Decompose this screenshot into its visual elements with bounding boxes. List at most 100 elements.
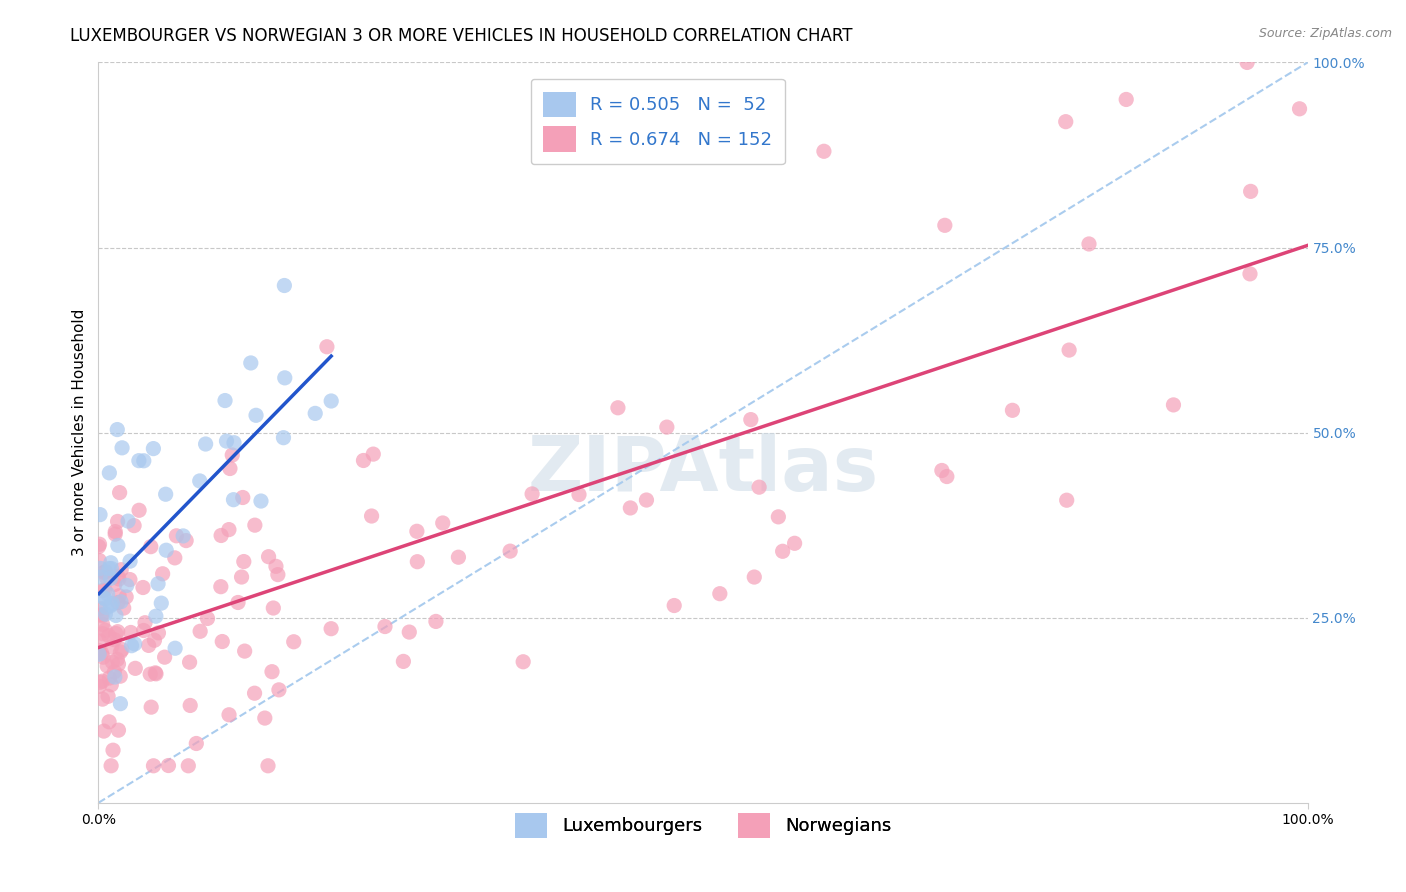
Point [243, 518, 266, 533]
Text: ZIPAtlas: ZIPAtlas [527, 433, 879, 507]
Point [110, 563, 132, 577]
Point [768, 509, 790, 524]
Point [115, 578, 138, 592]
Point [104, 577, 127, 591]
Point [110, 669, 132, 683]
Point [153, 650, 176, 665]
Point [128, 453, 150, 467]
Point [96, 659, 118, 673]
Point [96, 600, 118, 615]
Point [87, 540, 110, 554]
Point [108, 572, 131, 586]
Point [108, 589, 131, 603]
Point [94, 591, 117, 606]
Point [321, 622, 343, 636]
Point [112, 601, 135, 615]
Point [97, 629, 120, 643]
Text: LUXEMBOURGER VS NORWEGIAN 3 OR MORE VEHICLES IN HOUSEHOLD CORRELATION CHART: LUXEMBOURGER VS NORWEGIAN 3 OR MORE VEHI… [70, 27, 853, 45]
Point [139, 540, 162, 554]
Point [233, 644, 256, 658]
Point [398, 625, 420, 640]
Point [934, 219, 956, 233]
Point [304, 406, 326, 420]
Point [257, 758, 280, 772]
Point [636, 493, 658, 508]
Point [101, 597, 124, 611]
Legend: Luxembourgers, Norwegians: Luxembourgers, Norwegians [508, 805, 898, 846]
Point [1240, 185, 1263, 199]
Point [89, 679, 111, 693]
Point [163, 550, 186, 565]
Point [211, 634, 233, 648]
Point [110, 697, 132, 711]
Point [165, 641, 187, 656]
Point [520, 487, 543, 501]
Point [98, 671, 121, 685]
Point [110, 645, 132, 659]
Point [250, 494, 273, 508]
Point [91, 617, 114, 632]
Point [406, 555, 429, 569]
Point [813, 145, 835, 159]
Point [107, 723, 129, 738]
Point [107, 538, 129, 552]
Point [1115, 92, 1137, 106]
Point [100, 561, 122, 575]
Point [392, 654, 415, 668]
Point [152, 566, 174, 581]
Point [273, 431, 295, 445]
Point [239, 356, 262, 370]
Point [253, 711, 276, 725]
Point [143, 665, 166, 680]
Point [748, 480, 770, 494]
Point [245, 409, 267, 423]
Point [232, 555, 254, 569]
Point [96, 571, 118, 585]
Point [104, 670, 127, 684]
Point [243, 686, 266, 700]
Point [89, 601, 111, 615]
Point [214, 393, 236, 408]
Point [188, 474, 211, 488]
Point [619, 500, 641, 515]
Point [172, 529, 194, 543]
Point [87, 646, 110, 660]
Point [273, 278, 295, 293]
Point [425, 615, 447, 629]
Point [132, 624, 155, 638]
Point [89, 675, 111, 690]
Point [141, 700, 163, 714]
Point [155, 487, 177, 501]
Point [232, 491, 254, 505]
Point [148, 626, 170, 640]
Point [1288, 102, 1310, 116]
Point [186, 737, 208, 751]
Point [132, 581, 155, 595]
Point [1001, 403, 1024, 417]
Point [260, 665, 283, 679]
Point [118, 573, 141, 587]
Point [222, 492, 245, 507]
Point [1054, 114, 1077, 128]
Point [110, 595, 132, 609]
Point [177, 758, 200, 772]
Point [89, 553, 111, 567]
Y-axis label: 3 or more Vehicles in Household: 3 or more Vehicles in Household [72, 309, 87, 557]
Point [101, 655, 124, 669]
Point [107, 595, 129, 609]
Point [226, 595, 249, 609]
Point [121, 639, 143, 653]
Point [353, 453, 375, 467]
Point [215, 434, 238, 449]
Point [94, 607, 117, 621]
Point [91, 674, 114, 689]
Point [87, 647, 110, 661]
Point [91, 626, 114, 640]
Point [120, 554, 142, 568]
Point [139, 667, 162, 681]
Point [179, 698, 201, 713]
Point [218, 523, 240, 537]
Point [499, 544, 522, 558]
Point [264, 559, 287, 574]
Point [104, 608, 127, 623]
